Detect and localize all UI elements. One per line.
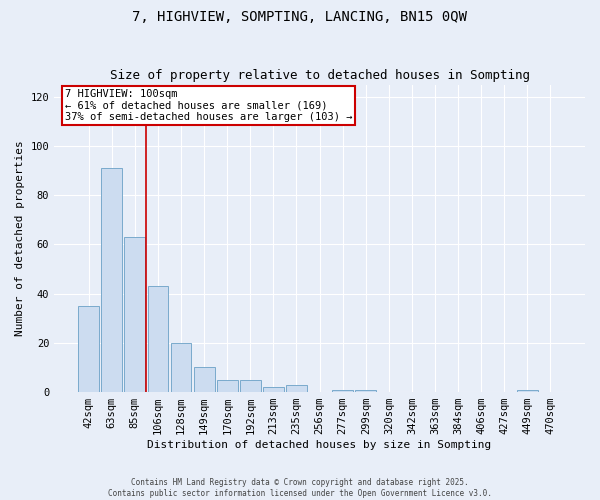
Text: 7 HIGHVIEW: 100sqm
← 61% of detached houses are smaller (169)
37% of semi-detach: 7 HIGHVIEW: 100sqm ← 61% of detached hou… (65, 89, 352, 122)
Bar (517, 390, 538, 392)
Bar (170, 343, 191, 392)
Text: Contains HM Land Registry data © Crown copyright and database right 2025.
Contai: Contains HM Land Registry data © Crown c… (108, 478, 492, 498)
Bar (101, 168, 122, 392)
Y-axis label: Number of detached properties: Number of detached properties (15, 140, 25, 336)
Bar (124, 237, 145, 392)
Bar (332, 390, 353, 392)
Bar (240, 380, 261, 392)
Bar (217, 380, 238, 392)
Title: Size of property relative to detached houses in Sompting: Size of property relative to detached ho… (110, 69, 530, 82)
Bar (148, 286, 169, 392)
Text: 7, HIGHVIEW, SOMPTING, LANCING, BN15 0QW: 7, HIGHVIEW, SOMPTING, LANCING, BN15 0QW (133, 10, 467, 24)
Bar (194, 368, 215, 392)
Bar (263, 387, 284, 392)
X-axis label: Distribution of detached houses by size in Sompting: Distribution of detached houses by size … (148, 440, 492, 450)
Bar (355, 390, 376, 392)
Bar (78, 306, 99, 392)
Bar (286, 384, 307, 392)
